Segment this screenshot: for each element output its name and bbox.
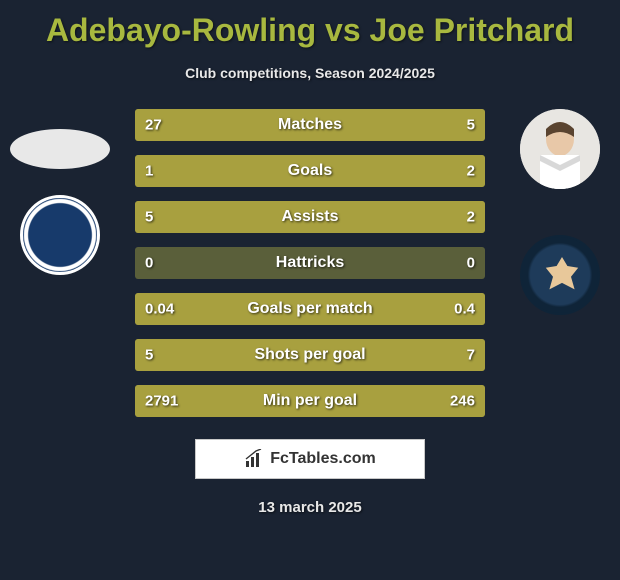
- stat-bars: 27 5 Matches 1 2 Goals 5 2 Assists 0 0 Hattricks 0.0…: [135, 109, 485, 417]
- brand-chart-icon: [244, 449, 264, 469]
- subtitle: Club competitions, Season 2024/2025: [0, 65, 620, 81]
- player-right-club-badge: [520, 235, 600, 315]
- brand-badge: FcTables.com: [195, 439, 425, 479]
- stat-fill-right: [251, 155, 486, 187]
- comparison-panel: 27 5 Matches 1 2 Goals 5 2 Assists 0 0 Hattricks 0.0…: [0, 109, 620, 417]
- stat-value-left: 27: [145, 117, 162, 134]
- brand-text: FcTables.com: [270, 450, 376, 468]
- stat-value-right: 0: [467, 255, 475, 272]
- stat-label: Min per goal: [263, 392, 357, 410]
- stat-row: 0 0 Hattricks: [135, 247, 485, 279]
- stat-value-left: 0.04: [145, 301, 174, 318]
- page-title: Adebayo-Rowling vs Joe Pritchard: [0, 0, 620, 49]
- stat-label: Shots per goal: [254, 346, 365, 364]
- player-left-avatar: [10, 129, 110, 169]
- stat-value-right: 2: [467, 163, 475, 180]
- date-label: 13 march 2025: [0, 499, 620, 516]
- stat-row: 1 2 Goals: [135, 155, 485, 187]
- stat-row: 0.04 0.4 Goals per match: [135, 293, 485, 325]
- stat-value-right: 0.4: [454, 301, 475, 318]
- stat-row: 5 2 Assists: [135, 201, 485, 233]
- stat-value-left: 2791: [145, 393, 178, 410]
- player-right-avatar: [520, 109, 600, 189]
- stat-label: Assists: [282, 208, 339, 226]
- stat-value-left: 1: [145, 163, 153, 180]
- stat-value-right: 2: [467, 209, 475, 226]
- stat-value-right: 7: [467, 347, 475, 364]
- stat-row: 27 5 Matches: [135, 109, 485, 141]
- stat-label: Hattricks: [276, 254, 344, 272]
- stat-value-left: 0: [145, 255, 153, 272]
- stat-value-left: 5: [145, 347, 153, 364]
- stat-row: 5 7 Shots per goal: [135, 339, 485, 371]
- stat-fill-left: [135, 201, 384, 233]
- stat-value-right: 5: [467, 117, 475, 134]
- stat-label: Goals: [288, 162, 332, 180]
- stat-label: Matches: [278, 116, 342, 134]
- stat-fill-right: [429, 109, 485, 141]
- stat-label: Goals per match: [247, 300, 372, 318]
- stat-row: 2791 246 Min per goal: [135, 385, 485, 417]
- stat-value-left: 5: [145, 209, 153, 226]
- player-left-club-badge: [20, 195, 100, 275]
- stat-value-right: 246: [450, 393, 475, 410]
